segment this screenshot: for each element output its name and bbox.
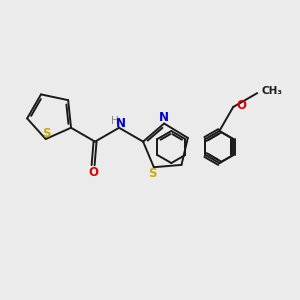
Text: O: O bbox=[88, 166, 98, 178]
Text: H: H bbox=[111, 116, 119, 126]
Text: S: S bbox=[148, 167, 157, 180]
Text: O: O bbox=[236, 98, 246, 112]
Text: N: N bbox=[116, 117, 126, 130]
Text: N: N bbox=[159, 111, 169, 124]
Text: S: S bbox=[42, 127, 51, 140]
Text: CH₃: CH₃ bbox=[261, 86, 282, 96]
